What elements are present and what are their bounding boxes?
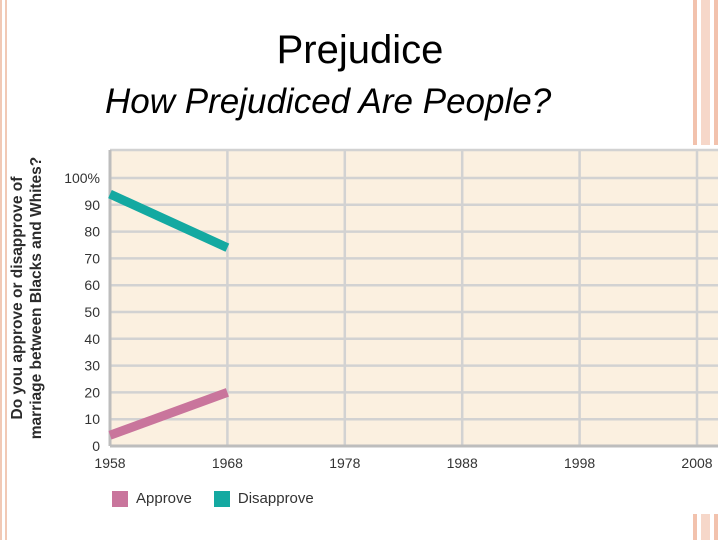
y-tick-label: 90	[84, 197, 100, 213]
y-tick-label: 50	[84, 304, 100, 320]
y-tick-label: 100%	[64, 170, 100, 186]
x-tick-label: 1958	[94, 455, 125, 471]
slide-right-decoration	[684, 0, 720, 145]
x-tick-label: 1998	[564, 455, 595, 471]
chart-legend: Approve Disapprove	[112, 490, 336, 507]
x-tick-label: 2008	[681, 455, 712, 471]
legend-swatch-disapprove	[213, 490, 230, 507]
y-tick-label: 80	[84, 224, 100, 240]
legend-label-approve: Approve	[136, 490, 192, 507]
slide-right-bottom-decoration	[684, 514, 720, 540]
y-tick-label: 30	[84, 358, 100, 374]
y-tick-label: 10	[84, 411, 100, 427]
x-tick-label: 1968	[212, 455, 243, 471]
legend-label-disapprove: Disapprove	[237, 490, 314, 507]
x-tick-label: 1988	[447, 455, 478, 471]
y-tick-label: 0	[92, 438, 100, 454]
legend-item-disapprove: Disapprove	[213, 490, 314, 507]
series-line-disapprove	[108, 189, 230, 252]
y-tick-label: 70	[84, 250, 100, 266]
legend-swatch-approve	[112, 490, 128, 507]
slide-subtitle: How Prejudiced Are People?	[105, 82, 552, 121]
line-chart: 0 10 20 30 40 50 60 70 80 90 100% 1958 1968 1978 1988 1…	[64, 148, 718, 471]
x-tick-label: 1978	[329, 455, 360, 471]
y-tick-label: 60	[84, 277, 100, 293]
slide-left-decoration	[0, 0, 10, 540]
series-line-approve	[108, 388, 229, 440]
slide-title: Prejudice	[276, 28, 444, 72]
legend-item-approve: Approve	[112, 490, 192, 507]
y-tick-label: 40	[84, 331, 100, 347]
y-tick-label: 20	[84, 384, 100, 400]
